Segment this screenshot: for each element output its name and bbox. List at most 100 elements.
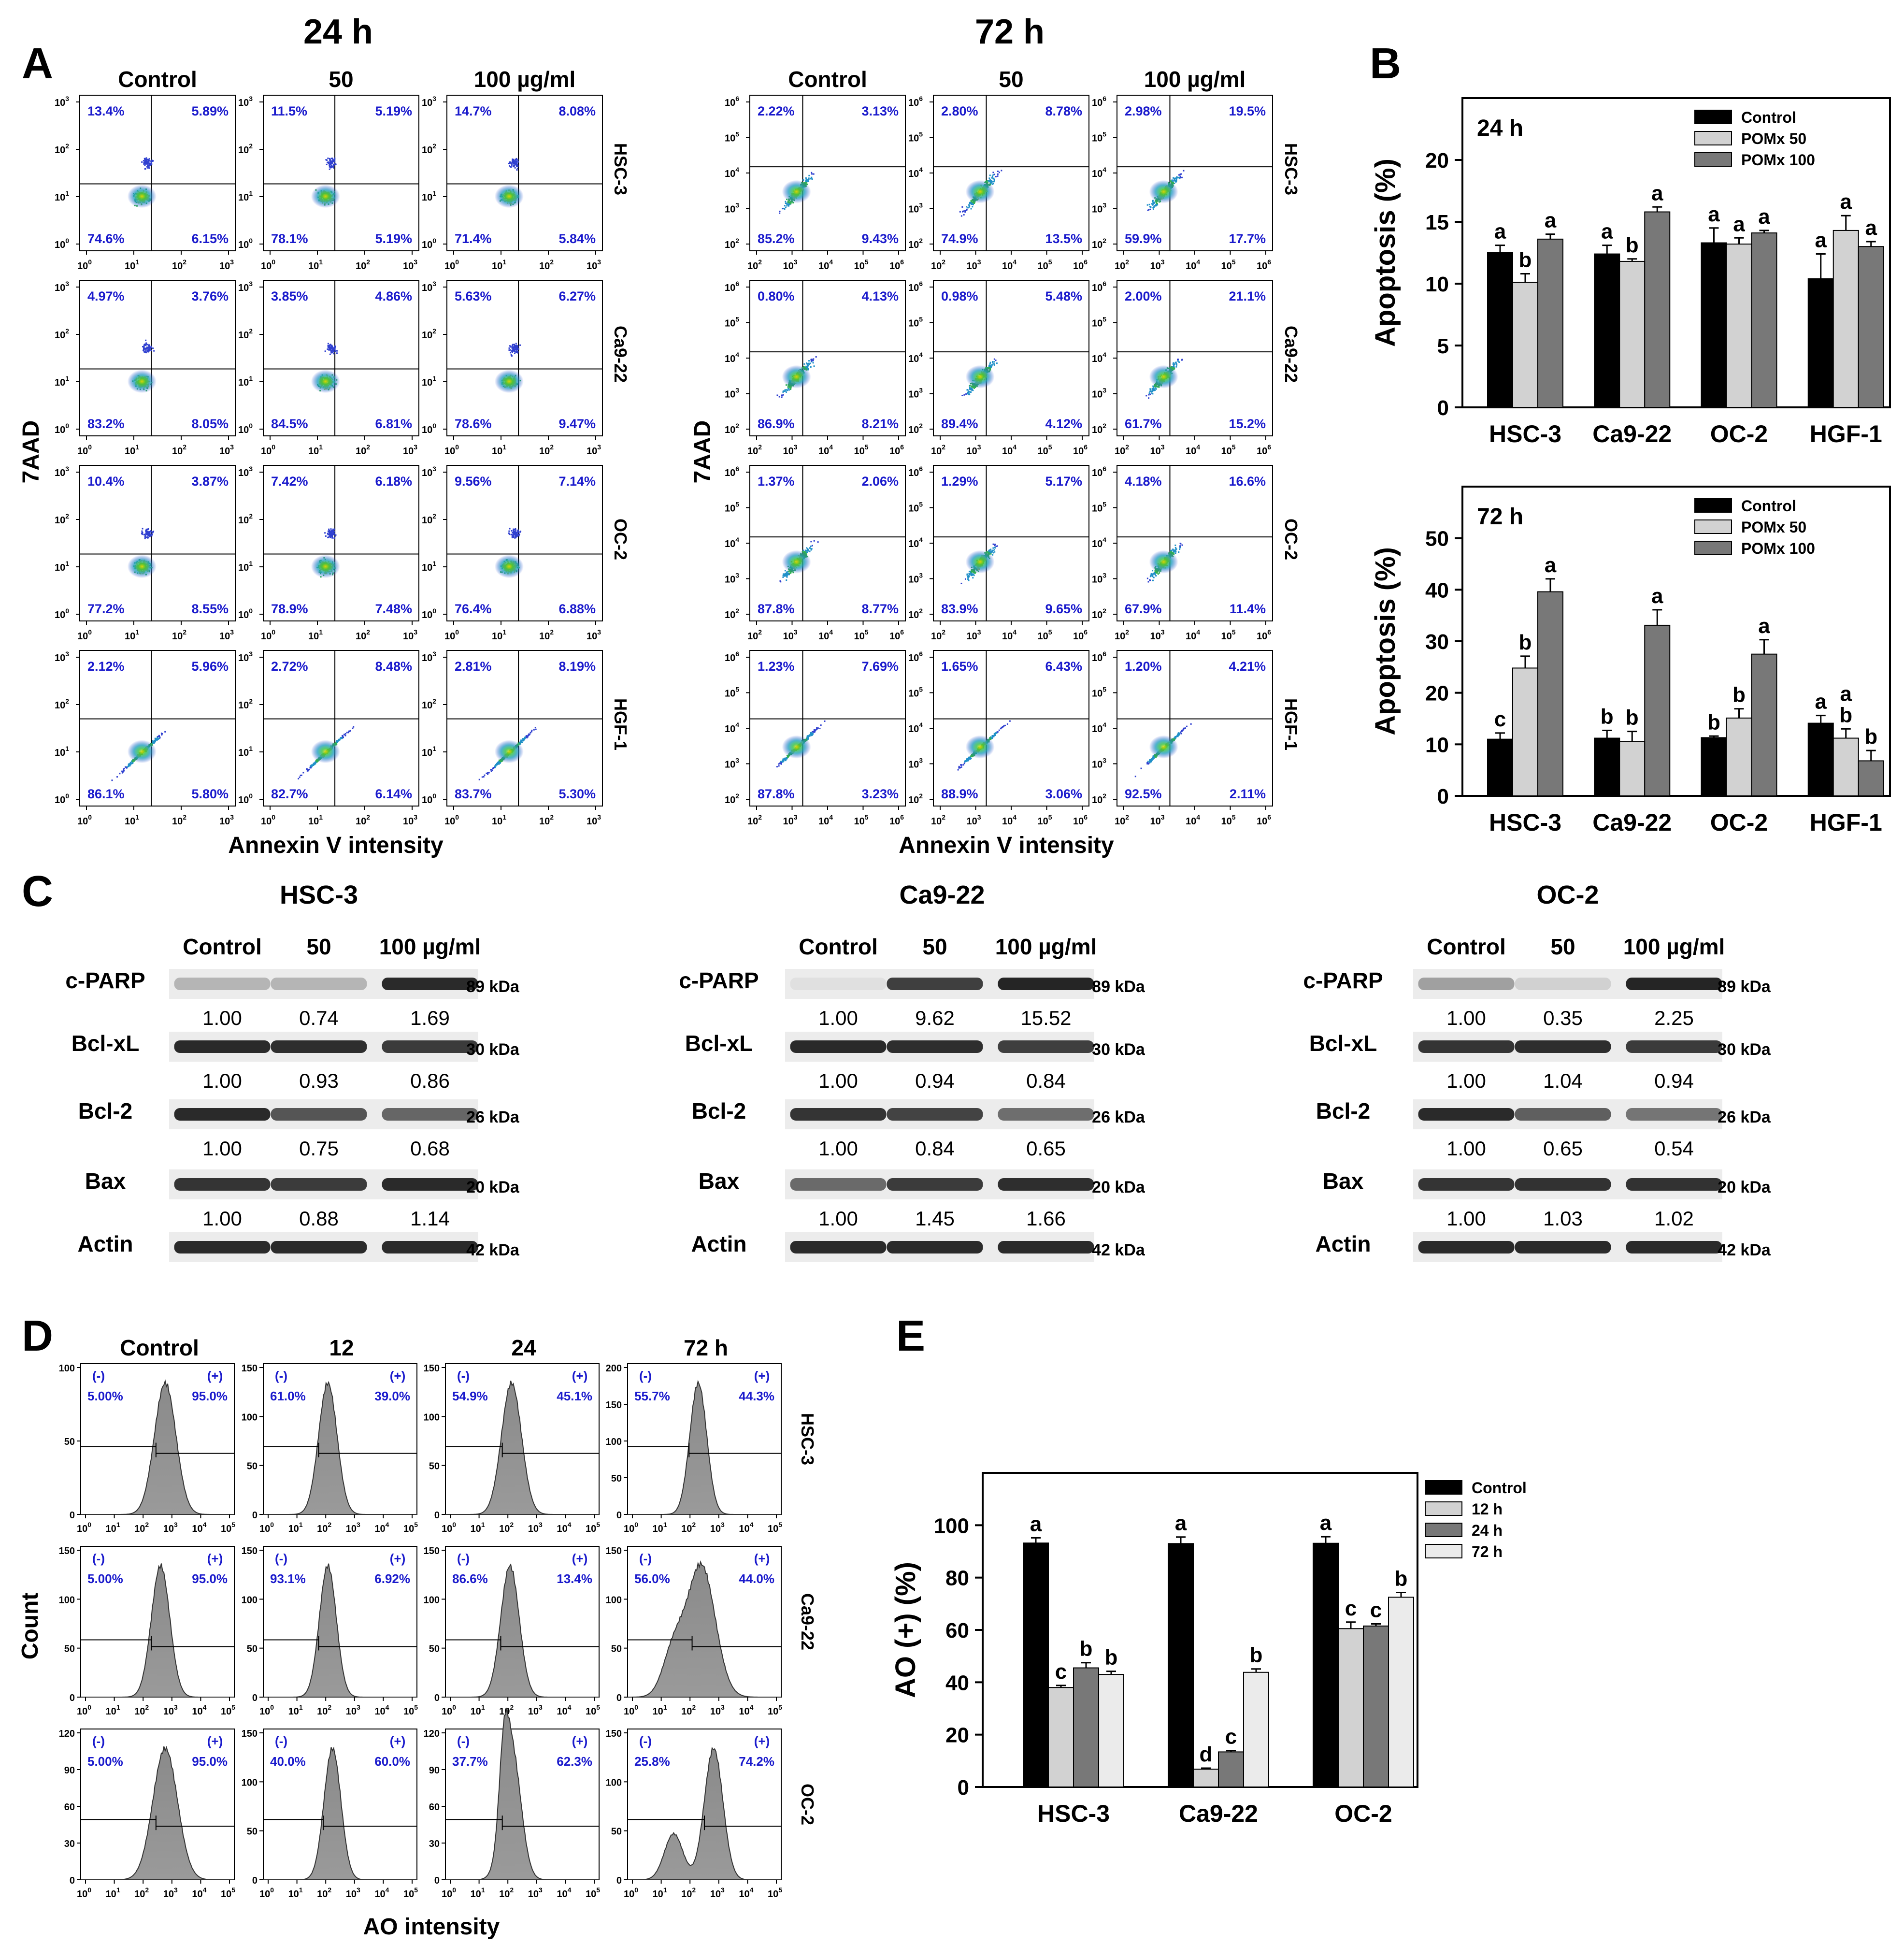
y-tick: 100 [238, 237, 253, 250]
y-tick: 30 [429, 1839, 440, 1849]
gate-neg-pct: 37.7% [452, 1754, 488, 1769]
x-tick: 102 [172, 813, 186, 827]
x-tick: 104 [739, 1521, 753, 1534]
x-tick: 102 [317, 1521, 331, 1534]
quadrant-ul: 3.85% [271, 289, 308, 303]
blot-band [998, 1040, 1094, 1053]
x-tick: 103 [403, 258, 417, 272]
x-tick: 102 [356, 628, 370, 642]
y-tick: 60 [64, 1802, 75, 1813]
legend-label: POMx 100 [1741, 540, 1815, 557]
x-tick: 101 [471, 1521, 485, 1534]
gate-pos-label: (+) [207, 1551, 223, 1566]
x-tick: 100 [261, 813, 275, 827]
histogram-curve [445, 1707, 599, 1880]
y-tick: 104 [1092, 166, 1106, 179]
y-tick: 104 [908, 351, 923, 364]
legend-swatch [1694, 110, 1732, 124]
blot-band [271, 978, 367, 990]
category-label: HSC-3 [1037, 1800, 1110, 1827]
blot-band [887, 1040, 983, 1053]
dot-plot: 1.23% 7.69% 87.8% 3.23% 102 102 103 103 104 104 10… [725, 650, 906, 827]
x-tick: 104 [1186, 443, 1200, 457]
x-tick: 103 [346, 1521, 360, 1534]
x-tick: 104 [374, 1703, 389, 1717]
gate-neg-label: (-) [639, 1551, 652, 1566]
bar [1243, 1671, 1269, 1787]
x-tick: 103 [219, 258, 234, 272]
quadrant-ur: 3.13% [861, 104, 899, 118]
y-tick: 106 [1092, 95, 1106, 108]
blot-hsc-3: HSC-3 Control 50 100 µg/ml c-PARP 89 kDa 1.00 0… [65, 880, 520, 1262]
y-tick: 102 [908, 792, 923, 806]
x-tick: 100 [261, 443, 275, 457]
quadrant-ul: 2.00% [1125, 289, 1162, 303]
x-tick: 106 [1073, 443, 1088, 457]
bar [1023, 1542, 1049, 1788]
x-tick: 105 [586, 1886, 600, 1900]
x-tick: 105 [854, 258, 868, 272]
blot-band [174, 978, 271, 990]
dot-plot: 2.00% 21.1% 61.7% 15.2% 102 102 103 103 104 104 10… [1092, 280, 1273, 457]
densitometry-value: 1.00 [818, 1069, 858, 1092]
category-label: HGF-1 [1810, 809, 1882, 836]
y-tick: 104 [908, 166, 923, 179]
legend-swatch [1425, 1501, 1462, 1516]
x-tick: 102 [1115, 628, 1129, 642]
legend-label: Control [1741, 497, 1796, 515]
legend: Control POMx 50 POMx 100 [1694, 497, 1815, 557]
x-tick: 103 [966, 443, 981, 457]
x-tick: 102 [356, 258, 370, 272]
y-tick: 102 [55, 327, 69, 341]
bar [1751, 653, 1777, 796]
densitometry-value: 1.14 [410, 1207, 450, 1230]
y-tick: 103 [238, 465, 253, 478]
significance-letter: b [1080, 1637, 1093, 1661]
quadrant-ul: 14.7% [455, 104, 492, 118]
y-tick: 102 [1092, 237, 1106, 250]
y-tick: 102 [725, 607, 739, 620]
x-tick: 101 [653, 1886, 667, 1900]
quadrant-lr: 13.5% [1045, 231, 1082, 246]
quadrant-ll: 71.4% [455, 231, 492, 246]
y-tick-label: 15 [1425, 211, 1449, 234]
histogram-curve [263, 1563, 417, 1698]
x-tick: 100 [442, 1521, 456, 1534]
significance-letter: b [1626, 706, 1639, 730]
lane-label: 50 [306, 934, 331, 959]
y-tick: 101 [55, 560, 69, 573]
x-tick: 105 [768, 1521, 782, 1534]
y-tick: 100 [55, 422, 69, 435]
gate-pos-pct: 62.3% [557, 1754, 592, 1769]
quadrant-ll: 83.9% [941, 602, 978, 616]
y-tick: 101 [238, 560, 253, 573]
quadrant-ll: 86.1% [87, 787, 125, 801]
x-tick: 102 [172, 628, 186, 642]
x-tick: 105 [403, 1886, 418, 1900]
blot-band [1626, 1108, 1722, 1121]
significance-letter: b [1864, 725, 1877, 749]
y-tick: 90 [429, 1765, 440, 1776]
y-tick: 105 [725, 316, 739, 329]
dot-plot: 10.4% 3.87% 77.2% 8.55% 100 100 101 101 102 102 10… [55, 465, 236, 642]
x-tick: 105 [1037, 443, 1052, 457]
significance-letter: a [1758, 614, 1770, 638]
quadrant-ul: 0.98% [941, 289, 978, 303]
y-tick: 102 [725, 792, 739, 806]
y-tick: 105 [1092, 130, 1106, 144]
y-tick: 105 [908, 316, 923, 329]
blot-band [271, 1241, 367, 1253]
protein-label: Bcl-2 [1316, 1098, 1370, 1124]
densitometry-value: 0.65 [1543, 1137, 1583, 1160]
quadrant-ur: 5.89% [191, 104, 229, 118]
x-tick: 102 [172, 258, 186, 272]
gate-neg-label: (-) [275, 1551, 287, 1566]
protein-label: Bax [699, 1168, 740, 1194]
quadrant-ll: 89.4% [941, 417, 978, 431]
y-tick: 105 [908, 686, 923, 699]
quadrant-lr: 6.15% [191, 231, 229, 246]
histogram-curve [627, 1560, 781, 1698]
quadrant-ll: 92.5% [1125, 787, 1162, 801]
x-tick: 103 [783, 258, 797, 272]
blot-band [1418, 1178, 1515, 1191]
